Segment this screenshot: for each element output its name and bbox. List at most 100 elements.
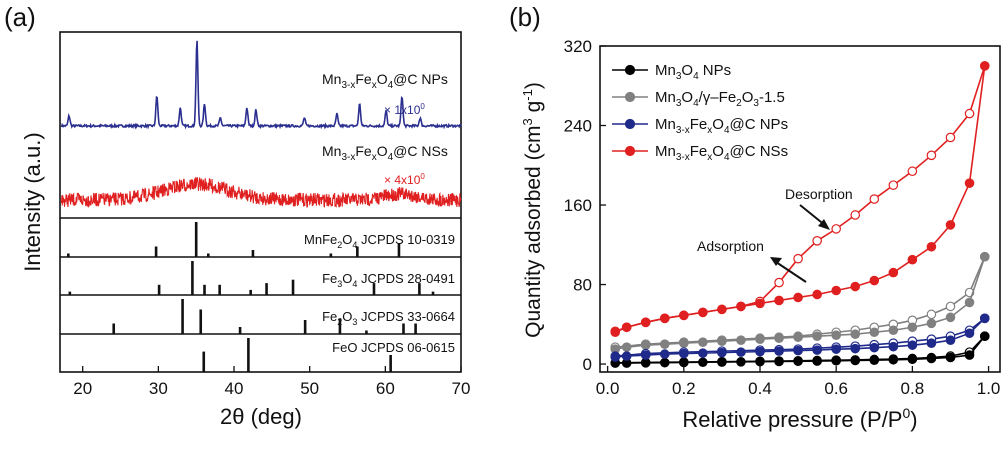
adsorption-arrowhead xyxy=(770,257,782,266)
desorption-point xyxy=(774,277,784,288)
adsorption-point xyxy=(888,354,899,365)
desorption-point xyxy=(907,166,918,177)
panel-b-xlabel: Relative pressure (P/P0) xyxy=(682,405,917,432)
adsorption-point xyxy=(717,336,727,346)
desorption-point xyxy=(964,108,975,119)
adsorption-point xyxy=(945,335,956,345)
adsorption-point xyxy=(888,341,899,352)
adsorption-point xyxy=(717,304,727,315)
adsorption-point xyxy=(812,289,822,300)
adsorption-point xyxy=(812,331,822,342)
adsorption-point xyxy=(774,356,784,367)
adsorption-point xyxy=(755,356,765,367)
adsorption-point xyxy=(945,220,956,230)
adsorption-point xyxy=(869,275,880,286)
panel-a-reference-bars xyxy=(67,222,435,372)
panel-a-x-ticks: 20 30 40 50 60 70 xyxy=(73,366,470,398)
panel-a-xlabel: 2θ (deg) xyxy=(220,404,302,429)
b-y-tick-label: 240 xyxy=(564,117,592,136)
panel-b-label: (b) xyxy=(509,2,541,32)
panel-a-series xyxy=(60,40,462,209)
desorption-point xyxy=(945,132,956,143)
adsorption-point xyxy=(926,318,937,329)
b-y-tick-label: 160 xyxy=(564,196,592,215)
adsorption-point xyxy=(679,348,689,359)
desorption-arrowhead xyxy=(818,219,830,230)
adsorption-arrow-line xyxy=(772,259,807,283)
adsorption-point xyxy=(640,358,651,368)
adsorption-point xyxy=(610,327,621,338)
adsorption-point xyxy=(774,346,784,356)
adsorption-point xyxy=(926,241,937,252)
panel-a-frame xyxy=(59,31,462,373)
adsorption-point xyxy=(907,354,918,365)
desorption-point xyxy=(812,236,822,246)
b-x-tick-label: 0.8 xyxy=(901,379,925,398)
adsorption-point xyxy=(621,351,632,361)
adsorption-point xyxy=(717,357,727,367)
adsorption-point xyxy=(755,346,765,357)
adsorption-point xyxy=(659,313,670,324)
adsorption-point xyxy=(945,352,956,363)
adsorption-point xyxy=(888,325,899,336)
adsorption-point xyxy=(774,333,784,344)
adsorption-point xyxy=(907,322,918,333)
adsorption-point xyxy=(736,301,746,312)
a-x-tick-label: 30 xyxy=(149,379,168,398)
adsorption-point xyxy=(831,330,841,341)
ref-label-feo: FeO JCPDS 06-0615 xyxy=(332,340,455,355)
panel-a-ylabel: Intensity (a.u.) xyxy=(20,132,45,271)
adsorption-point xyxy=(812,345,822,355)
adsorption-point xyxy=(831,285,841,296)
legend-marker xyxy=(624,145,636,157)
adsorption-point xyxy=(850,343,861,354)
b-y-tick-label: 80 xyxy=(573,276,592,295)
ref-label-mnfe2o4: MnFe2O4 JCPDS 10-0319 xyxy=(304,232,455,250)
adsorption-point xyxy=(698,307,708,318)
adsorption-point xyxy=(907,340,918,350)
adsorption-point xyxy=(659,357,670,368)
adsorption-point xyxy=(964,328,975,339)
adsorption-point xyxy=(888,267,899,278)
adsorption-point xyxy=(610,352,621,362)
adsorption-point xyxy=(793,345,803,356)
adsorption-point xyxy=(621,342,632,352)
adsorption-point xyxy=(907,254,918,265)
adsorption-point xyxy=(640,350,651,360)
legend-label-composite: Mn3O4/γ–Fe2O3-1.5 xyxy=(655,89,785,109)
legend-marker xyxy=(624,64,636,76)
a-x-tick-label: 20 xyxy=(73,379,92,398)
adsorption-point xyxy=(774,295,784,306)
adsorption-point xyxy=(964,178,975,188)
adsorption-point xyxy=(717,347,727,358)
panel-a: (a) 20 30 40 50 60 70 Mn3-xFexO4@C NPs × 1x10… xyxy=(4,2,470,429)
adsorption-point xyxy=(793,292,803,303)
adsorption-point xyxy=(964,350,975,360)
desorption-point xyxy=(831,224,841,234)
panel-b-frame xyxy=(599,45,1001,373)
panel-a-label: (a) xyxy=(4,2,36,32)
adsorption-point xyxy=(755,298,765,309)
desorption-point xyxy=(793,253,803,264)
adsorption-point xyxy=(679,338,689,348)
desorption-point xyxy=(926,150,937,161)
legend-label-mn3o4: Mn3O4 NPs xyxy=(655,62,731,82)
b-x-tick-label: 1.0 xyxy=(977,379,1001,398)
adsorption-point xyxy=(979,61,990,71)
adsorption-point xyxy=(979,313,990,324)
adsorption-point xyxy=(945,312,956,323)
adsorption-point xyxy=(793,356,803,367)
adsorption-point xyxy=(926,338,937,348)
adsorption-point xyxy=(964,297,975,308)
panel-b-series xyxy=(610,61,990,368)
adsorption-point xyxy=(812,356,822,366)
adsorption-point xyxy=(659,339,670,349)
b-x-tick-label: 0.2 xyxy=(672,379,696,398)
adsorption-point xyxy=(755,334,765,345)
desorption-point xyxy=(869,194,880,204)
adsorption-point xyxy=(679,310,689,321)
legend-label-nss: Mn3-xFexO4@C NSs xyxy=(655,143,788,163)
panel-b-ylabel: Quantity adsorbed (cm3 g-1) xyxy=(520,82,545,338)
series-label-nss: Mn3-xFexO4@C NSs xyxy=(322,143,448,163)
adsorption-point xyxy=(640,317,651,328)
